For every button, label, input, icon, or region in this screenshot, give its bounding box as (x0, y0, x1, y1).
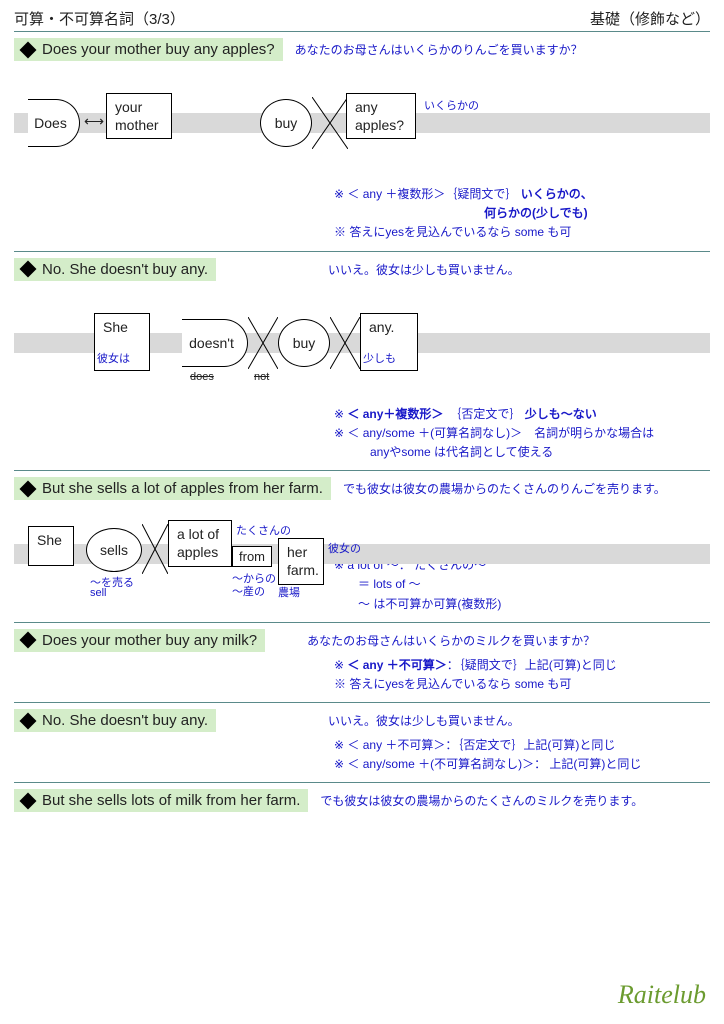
question-6: But she sells lots of milk from her farm… (14, 789, 308, 812)
notes-4: ※ ＜ any ＋不可算＞：｛疑問文で｝上記(可算)と同じ ※ 答えにyesを見… (334, 656, 710, 694)
logo: Raitelub (618, 980, 706, 1010)
d1-annot: いくらかの (424, 97, 479, 113)
q4-jp: あなたのお母さんはいくらかのミルクを買いますか？ (307, 632, 595, 649)
d3-obj: a lot ofapples (168, 520, 232, 566)
diamond-icon (20, 261, 37, 278)
q1-jp: あなたのお母さんはいくらかのりんごを買いますか？ (295, 41, 583, 58)
d1-buy: buy (260, 99, 312, 147)
section-5: No. She doesn't buy any. いいえ。彼女は少しも買いません… (14, 709, 710, 774)
d3-sells: sells (86, 528, 142, 572)
d1-obj: anyapples? (346, 93, 416, 139)
q4-text: Does your mother buy any milk? (42, 632, 257, 649)
diagram-3: She sells ～を売る sell a lot ofapples たくさんの… (14, 508, 710, 608)
q6-text: But she sells lots of milk from her farm… (42, 792, 300, 809)
q6-jp: でも彼女は彼女の農場からのたくさんのミルクを売ります。 (320, 792, 643, 809)
q3-jp: でも彼女は彼女の農場からのたくさんのりんごを売ります。 (343, 480, 666, 497)
arrow-icon: ⟷ (84, 113, 104, 130)
title-left: 可算・不可算名詞（3/3） (14, 8, 185, 29)
d1-does: Does (28, 99, 80, 147)
section-2: No. She doesn't buy any. いいえ。彼女は少しも買いません… (14, 258, 710, 463)
section-4: Does your mother buy any milk? あなたのお母さんは… (14, 629, 710, 694)
d3-from: from (232, 546, 272, 567)
q5-text: No. She doesn't buy any. (42, 712, 208, 729)
q2-jp: いいえ。彼女は少しも買いません。 (328, 261, 520, 278)
diamond-icon (20, 41, 37, 58)
d2-buy: buy (278, 319, 330, 367)
d2-doesnt: doesn't (182, 319, 248, 367)
q2-text: No. She doesn't buy any. (42, 261, 208, 278)
d2-any: any. 少しも (360, 313, 418, 371)
notes-2: ※ ＜ any＋複数形＞ ｛否定文で｝ 少しも～ない ※ ＜ any/some … (334, 405, 710, 463)
q3-text: But she sells a lot of apples from her f… (42, 480, 323, 497)
q1-text: Does your mother buy any apples? (42, 41, 275, 58)
diamond-icon (20, 632, 37, 649)
d2-she: She 彼女は (94, 313, 150, 371)
question-5: No. She doesn't buy any. (14, 709, 216, 732)
question-1: Does your mother buy any apples? (14, 38, 283, 61)
diamond-icon (20, 792, 37, 809)
d3-she: She (28, 526, 74, 566)
question-4: Does your mother buy any milk? (14, 629, 265, 652)
diagram-2: She 彼女は doesn't does not buy any. 少しも (14, 289, 710, 399)
title-right: 基礎（修飾など） (590, 8, 710, 29)
d3-her: herfarm. (278, 538, 324, 584)
q5-jp: いいえ。彼女は少しも買いません。 (328, 712, 520, 729)
d1-subj: yourmother (106, 93, 172, 139)
section-6: But she sells lots of milk from her farm… (14, 789, 710, 812)
section-3: But she sells a lot of apples from her f… (14, 477, 710, 614)
diagram-1: Does ⟷ yourmother buy anyapples? いくらかの (14, 69, 710, 179)
notes-1: ※ ＜ any ＋複数形＞｛疑問文で｝ いくらかの、 何らかの(少しでも) ※ … (334, 185, 710, 243)
diamond-icon (20, 712, 37, 729)
section-1: Does your mother buy any apples? あなたのお母さ… (14, 38, 710, 243)
notes-5: ※ ＜ any ＋不可算＞：｛否定文で｝上記(可算)と同じ ※ ＜ any/so… (334, 736, 710, 774)
question-2: No. She doesn't buy any. (14, 258, 216, 281)
question-3: But she sells a lot of apples from her f… (14, 477, 331, 500)
diamond-icon (20, 480, 37, 497)
page-header: 可算・不可算名詞（3/3） 基礎（修飾など） (14, 8, 710, 32)
